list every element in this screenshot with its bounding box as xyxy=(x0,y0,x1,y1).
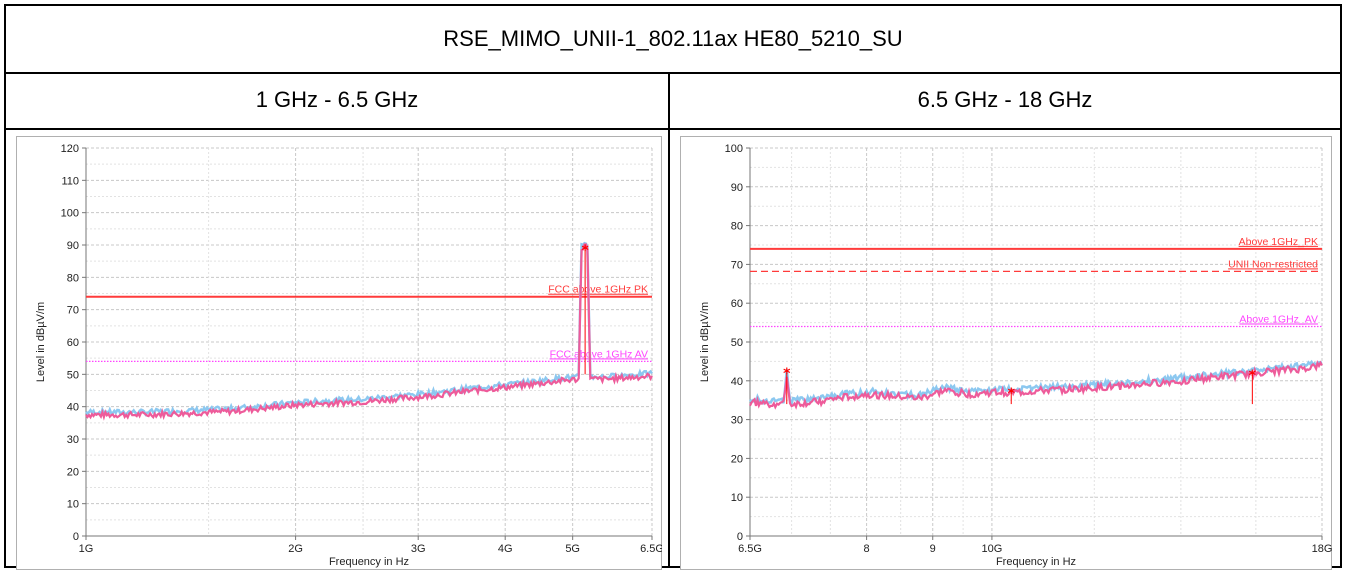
y-tick-label: 0 xyxy=(737,531,743,543)
x-tick-label: 8 xyxy=(864,543,870,555)
x-axis-label: Frequency in Hz xyxy=(329,556,409,568)
marker-star: * xyxy=(783,366,791,382)
y-tick-label: 10 xyxy=(67,499,79,511)
y-tick-label: 90 xyxy=(67,240,79,252)
x-tick-label: 3G xyxy=(411,543,426,555)
y-tick-label: 40 xyxy=(731,376,743,388)
range-header-low: 1 GHz - 6.5 GHz xyxy=(6,72,670,130)
trace-average xyxy=(749,359,1323,410)
limit-label: FCC above 1GHz PK xyxy=(548,284,648,296)
x-tick-label: 1G xyxy=(79,543,94,555)
y-tick-label: 60 xyxy=(731,298,743,310)
chart-low-band: 0 10 20 30 40 50 60 70 80 90 100 110 120 1G 2G 3G 4G 5G 6.… xyxy=(16,136,662,570)
chart-high-band: 0 10 20 30 40 50 60 70 80 90 100 6.5G 8 9 10G 18G Freque… xyxy=(680,136,1332,570)
x-tick-label: 6.5G xyxy=(738,543,762,555)
y-tick-label: 60 xyxy=(67,337,79,349)
y-tick-label: 10 xyxy=(731,492,743,504)
x-tick-label: 2G xyxy=(288,543,303,555)
x-tick-label: 4G xyxy=(498,543,513,555)
y-tick-label: 100 xyxy=(61,208,79,220)
y-axis-label: Level in dBµV/m xyxy=(35,302,47,382)
x-tick-label: 9 xyxy=(930,543,936,555)
limit-label: Above 1GHz_PK xyxy=(1239,236,1318,248)
trace-average xyxy=(85,243,653,421)
y-tick-label: 120 xyxy=(61,143,79,155)
y-tick-label: 20 xyxy=(67,466,79,478)
y-tick-label: 110 xyxy=(61,175,79,187)
x-tick-label: 6.5G xyxy=(640,543,662,555)
y-tick-label: 20 xyxy=(731,453,743,465)
x-tick-label: 18G xyxy=(1312,543,1332,555)
marker-star: * xyxy=(1008,386,1016,402)
marker-star: * xyxy=(1249,368,1257,384)
limit-label: FCC above 1GHz AV xyxy=(550,348,648,360)
y-tick-label: 90 xyxy=(731,182,743,194)
results-table: RSE_MIMO_UNII-1_802.11ax HE80_5210_SU 1 … xyxy=(4,4,1342,570)
limit-label: UNII Non-restricted xyxy=(1228,258,1318,270)
y-tick-label: 30 xyxy=(67,434,79,446)
y-tick-label: 100 xyxy=(725,143,743,155)
chart-panel-border xyxy=(16,136,662,570)
y-tick-label: 40 xyxy=(67,402,79,414)
limit-label: Above 1GHz_AV xyxy=(1239,313,1318,325)
x-tick-label: 10G xyxy=(982,543,1003,555)
y-axis-label: Level in dBµV/m xyxy=(699,302,711,382)
x-axis-label: Frequency in Hz xyxy=(996,556,1076,568)
y-tick-label: 70 xyxy=(67,305,79,317)
chart-panel-border xyxy=(680,136,1332,570)
chart-low-band-svg: 0 10 20 30 40 50 60 70 80 90 100 110 120 1G 2G 3G 4G 5G 6.… xyxy=(16,136,662,570)
trace-peak xyxy=(85,241,653,418)
y-tick-label: 30 xyxy=(731,415,743,427)
x-tick-label: 5G xyxy=(565,543,580,555)
y-tick-label: 50 xyxy=(731,337,743,349)
range-header-high: 6.5 GHz - 18 GHz xyxy=(670,72,1340,130)
y-tick-label: 50 xyxy=(67,369,79,381)
chart-high-band-svg: 0 10 20 30 40 50 60 70 80 90 100 6.5G 8 9 10G 18G Freque… xyxy=(680,136,1332,570)
y-tick-label: 80 xyxy=(731,221,743,233)
y-tick-label: 0 xyxy=(73,531,79,543)
y-tick-label: 70 xyxy=(731,259,743,271)
column-divider xyxy=(668,130,670,566)
marker-star: * xyxy=(581,243,589,259)
y-tick-label: 80 xyxy=(67,272,79,284)
page-title: RSE_MIMO_UNII-1_802.11ax HE80_5210_SU xyxy=(6,6,1340,74)
